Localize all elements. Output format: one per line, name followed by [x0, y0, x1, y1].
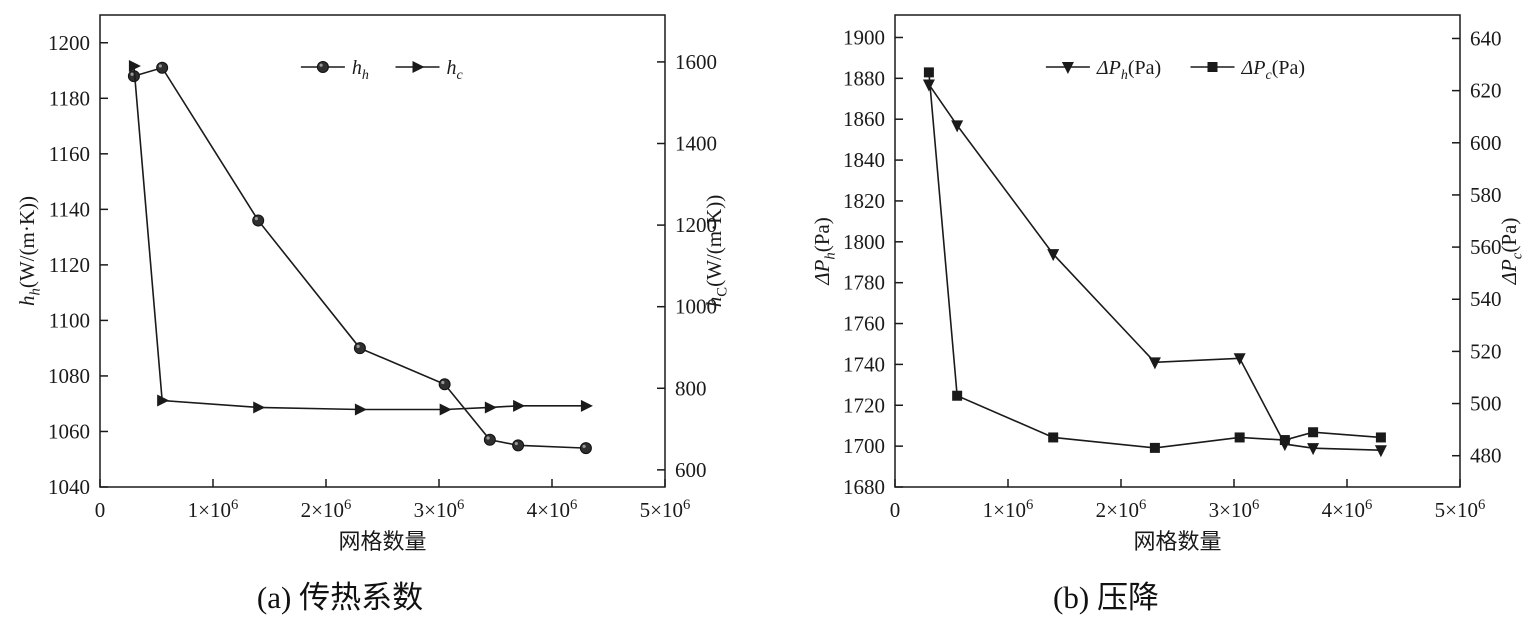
svg-text:1000: 1000 [675, 295, 717, 319]
svg-text:1060: 1060 [48, 419, 90, 443]
svg-text:1160: 1160 [49, 142, 90, 166]
svg-text:3×106: 3×106 [414, 497, 465, 522]
svg-text:hh(W/(m·K)): hh(W/(m·K)) [15, 196, 43, 306]
chart-b-caption: (b) 压降 [1053, 580, 1159, 615]
svg-text:500: 500 [1470, 392, 1502, 416]
svg-text:2×106: 2×106 [301, 497, 352, 522]
svg-text:480: 480 [1470, 444, 1502, 468]
svg-text:1680: 1680 [843, 475, 885, 499]
svg-text:5×106: 5×106 [1435, 497, 1486, 522]
svg-text:1140: 1140 [49, 197, 90, 221]
svg-text:1100: 1100 [49, 308, 90, 332]
svg-text:1400: 1400 [675, 132, 717, 156]
svg-text:hh: hh [352, 57, 369, 83]
svg-text:ΔPh(Pa): ΔPh(Pa) [810, 217, 838, 286]
svg-text:1760: 1760 [843, 312, 885, 336]
svg-text:1200: 1200 [675, 213, 717, 237]
svg-text:800: 800 [675, 376, 707, 400]
svg-text:1×106: 1×106 [983, 497, 1034, 522]
svg-text:620: 620 [1470, 79, 1502, 103]
svg-text:ΔPc(Pa): ΔPc(Pa) [1241, 57, 1306, 83]
chart-a-plot: 0 1×106 2×106 3×106 4×106 5×106 1040 1060 1080 11… [15, 14, 730, 554]
svg-text:640: 640 [1470, 26, 1502, 50]
svg-text:1800: 1800 [843, 230, 885, 254]
svg-text:1780: 1780 [843, 271, 885, 295]
svg-text:hC(W/(m·K)): hC(W/(m·K)) [702, 195, 730, 307]
svg-text:1120: 1120 [49, 253, 90, 277]
svg-text:网格数量: 网格数量 [338, 529, 426, 554]
svg-text:1600: 1600 [675, 50, 717, 74]
svg-text:网格数量: 网格数量 [1133, 529, 1221, 554]
svg-text:ΔPc(Pa): ΔPc(Pa) [1497, 218, 1525, 286]
svg-text:1860: 1860 [843, 107, 885, 131]
svg-text:0: 0 [95, 498, 106, 522]
svg-text:560: 560 [1470, 235, 1502, 259]
svg-text:580: 580 [1470, 183, 1502, 207]
svg-text:600: 600 [675, 458, 707, 482]
svg-text:1040: 1040 [48, 475, 90, 499]
svg-text:1820: 1820 [843, 189, 885, 213]
svg-text:1080: 1080 [48, 364, 90, 388]
svg-text:1180: 1180 [49, 86, 90, 110]
svg-text:1200: 1200 [48, 31, 90, 55]
svg-text:1900: 1900 [843, 25, 885, 49]
chart-a-heat-transfer: 0 1×106 2×106 3×106 4×106 5×106 1040 1060 1080 11… [15, 14, 730, 615]
svg-text:1700: 1700 [843, 434, 885, 458]
svg-text:1880: 1880 [843, 66, 885, 90]
chart-a-caption: (a) 传热系数 [256, 580, 424, 615]
svg-text:0: 0 [890, 498, 901, 522]
svg-text:1840: 1840 [843, 148, 885, 172]
svg-text:4×106: 4×106 [1322, 497, 1373, 522]
svg-text:5×106: 5×106 [640, 497, 691, 522]
svg-text:1740: 1740 [843, 352, 885, 376]
svg-text:hc: hc [447, 57, 464, 83]
chart-b-pressure-drop: 0 1×106 2×106 3×106 4×106 5×106 1680 1700 1720 17… [766, 0, 1532, 634]
svg-text:1×106: 1×106 [188, 497, 239, 522]
svg-text:1720: 1720 [843, 393, 885, 417]
svg-text:600: 600 [1470, 131, 1502, 155]
svg-text:520: 520 [1470, 339, 1502, 363]
svg-text:ΔPh(Pa): ΔPh(Pa) [1096, 57, 1161, 83]
svg-text:540: 540 [1470, 287, 1502, 311]
svg-text:3×106: 3×106 [1209, 497, 1260, 522]
svg-text:4×106: 4×106 [527, 497, 578, 522]
svg-text:2×106: 2×106 [1096, 497, 1147, 522]
chart-b-plot: 0 1×106 2×106 3×106 4×106 5×106 1680 1700 1720 17… [810, 14, 1525, 554]
